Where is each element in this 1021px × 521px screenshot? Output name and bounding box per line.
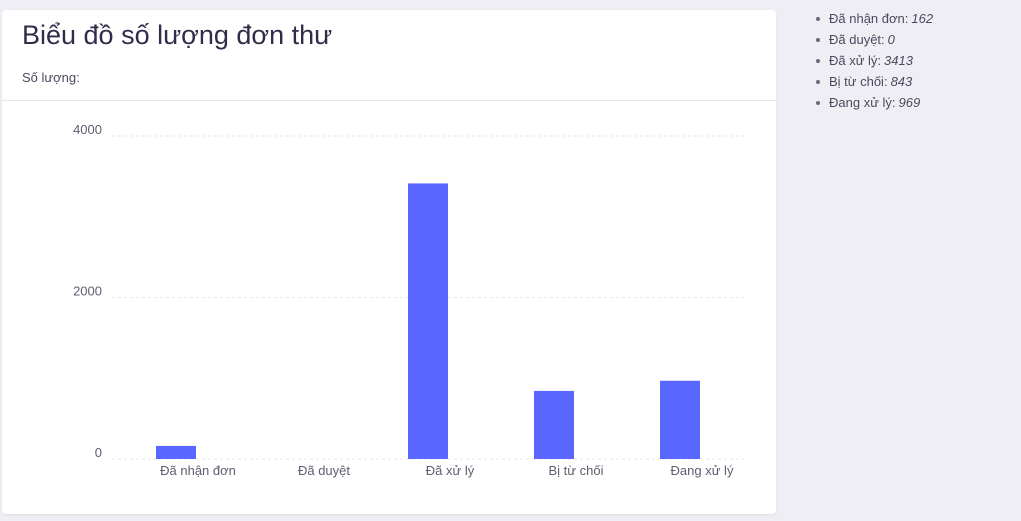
bar[interactable] — [408, 183, 448, 459]
y-tick-label: 2000 — [73, 284, 102, 299]
summary-label: Đã nhận đơn: — [829, 11, 909, 26]
bar[interactable] — [660, 380, 700, 459]
bars — [156, 183, 700, 459]
summary-item: Đang xử lý: 969 — [816, 94, 933, 115]
bullet-icon — [816, 79, 820, 84]
x-tick-label: Đã xử lý — [426, 463, 475, 478]
bullet-icon — [816, 58, 820, 63]
bullet-icon — [816, 37, 820, 42]
summary-value: 0 — [887, 32, 895, 47]
summary-value: 843 — [890, 74, 913, 89]
summary-item: Đã duyệt: 0 — [816, 31, 933, 52]
summary-item: Bị từ chối: 843 — [816, 73, 933, 94]
summary-label: Đã duyệt: — [829, 32, 885, 47]
summary-item: Đã nhận đơn: 162 — [816, 10, 933, 31]
bullet-icon — [816, 16, 820, 21]
x-tick-label: Đã duyệt — [298, 463, 350, 478]
bar[interactable] — [156, 445, 196, 459]
x-tick-label: Đã nhận đơn — [160, 463, 236, 478]
y-tick-label: 4000 — [73, 122, 102, 137]
y-axis-ticks: 0 2000 4000 — [73, 122, 102, 460]
card-header: Biểu đồ số lượng đơn thư Số lượng: — [2, 10, 776, 101]
bar-chart: 0 2000 4000 Đã nhận đơn Đã duyệt Đã xử lý Bị … — [73, 122, 744, 478]
summary-item: Đã xử lý: 3413 — [816, 52, 933, 73]
summary-label: Bị từ chối: — [829, 74, 888, 89]
summary-value: 969 — [898, 95, 921, 110]
x-tick-label: Bị từ chối — [549, 463, 604, 478]
y-tick-label: 0 — [95, 445, 102, 460]
x-tick-label: Đang xử lý — [671, 463, 734, 478]
summary-list: Đã nhận đơn: 162 Đã duyệt: 0 Đã xử lý: 3413 Bị… — [816, 10, 933, 115]
x-axis-ticks: Đã nhận đơn Đã duyệt Đã xử lý Bị từ chối Đan… — [160, 463, 734, 478]
summary-label: Đang xử lý: — [829, 95, 896, 110]
bar[interactable] — [534, 390, 574, 459]
chart-title: Biểu đồ số lượng đơn thư — [22, 20, 333, 50]
summary-value: 162 — [911, 11, 934, 26]
chart-card: Biểu đồ số lượng đơn thư Số lượng: 0 2000… — [2, 10, 776, 514]
bullet-icon — [816, 100, 820, 105]
summary-value: 3413 — [884, 53, 913, 68]
chart-subtitle: Số lượng: — [22, 70, 80, 85]
summary-label: Đã xử lý: — [829, 53, 882, 68]
